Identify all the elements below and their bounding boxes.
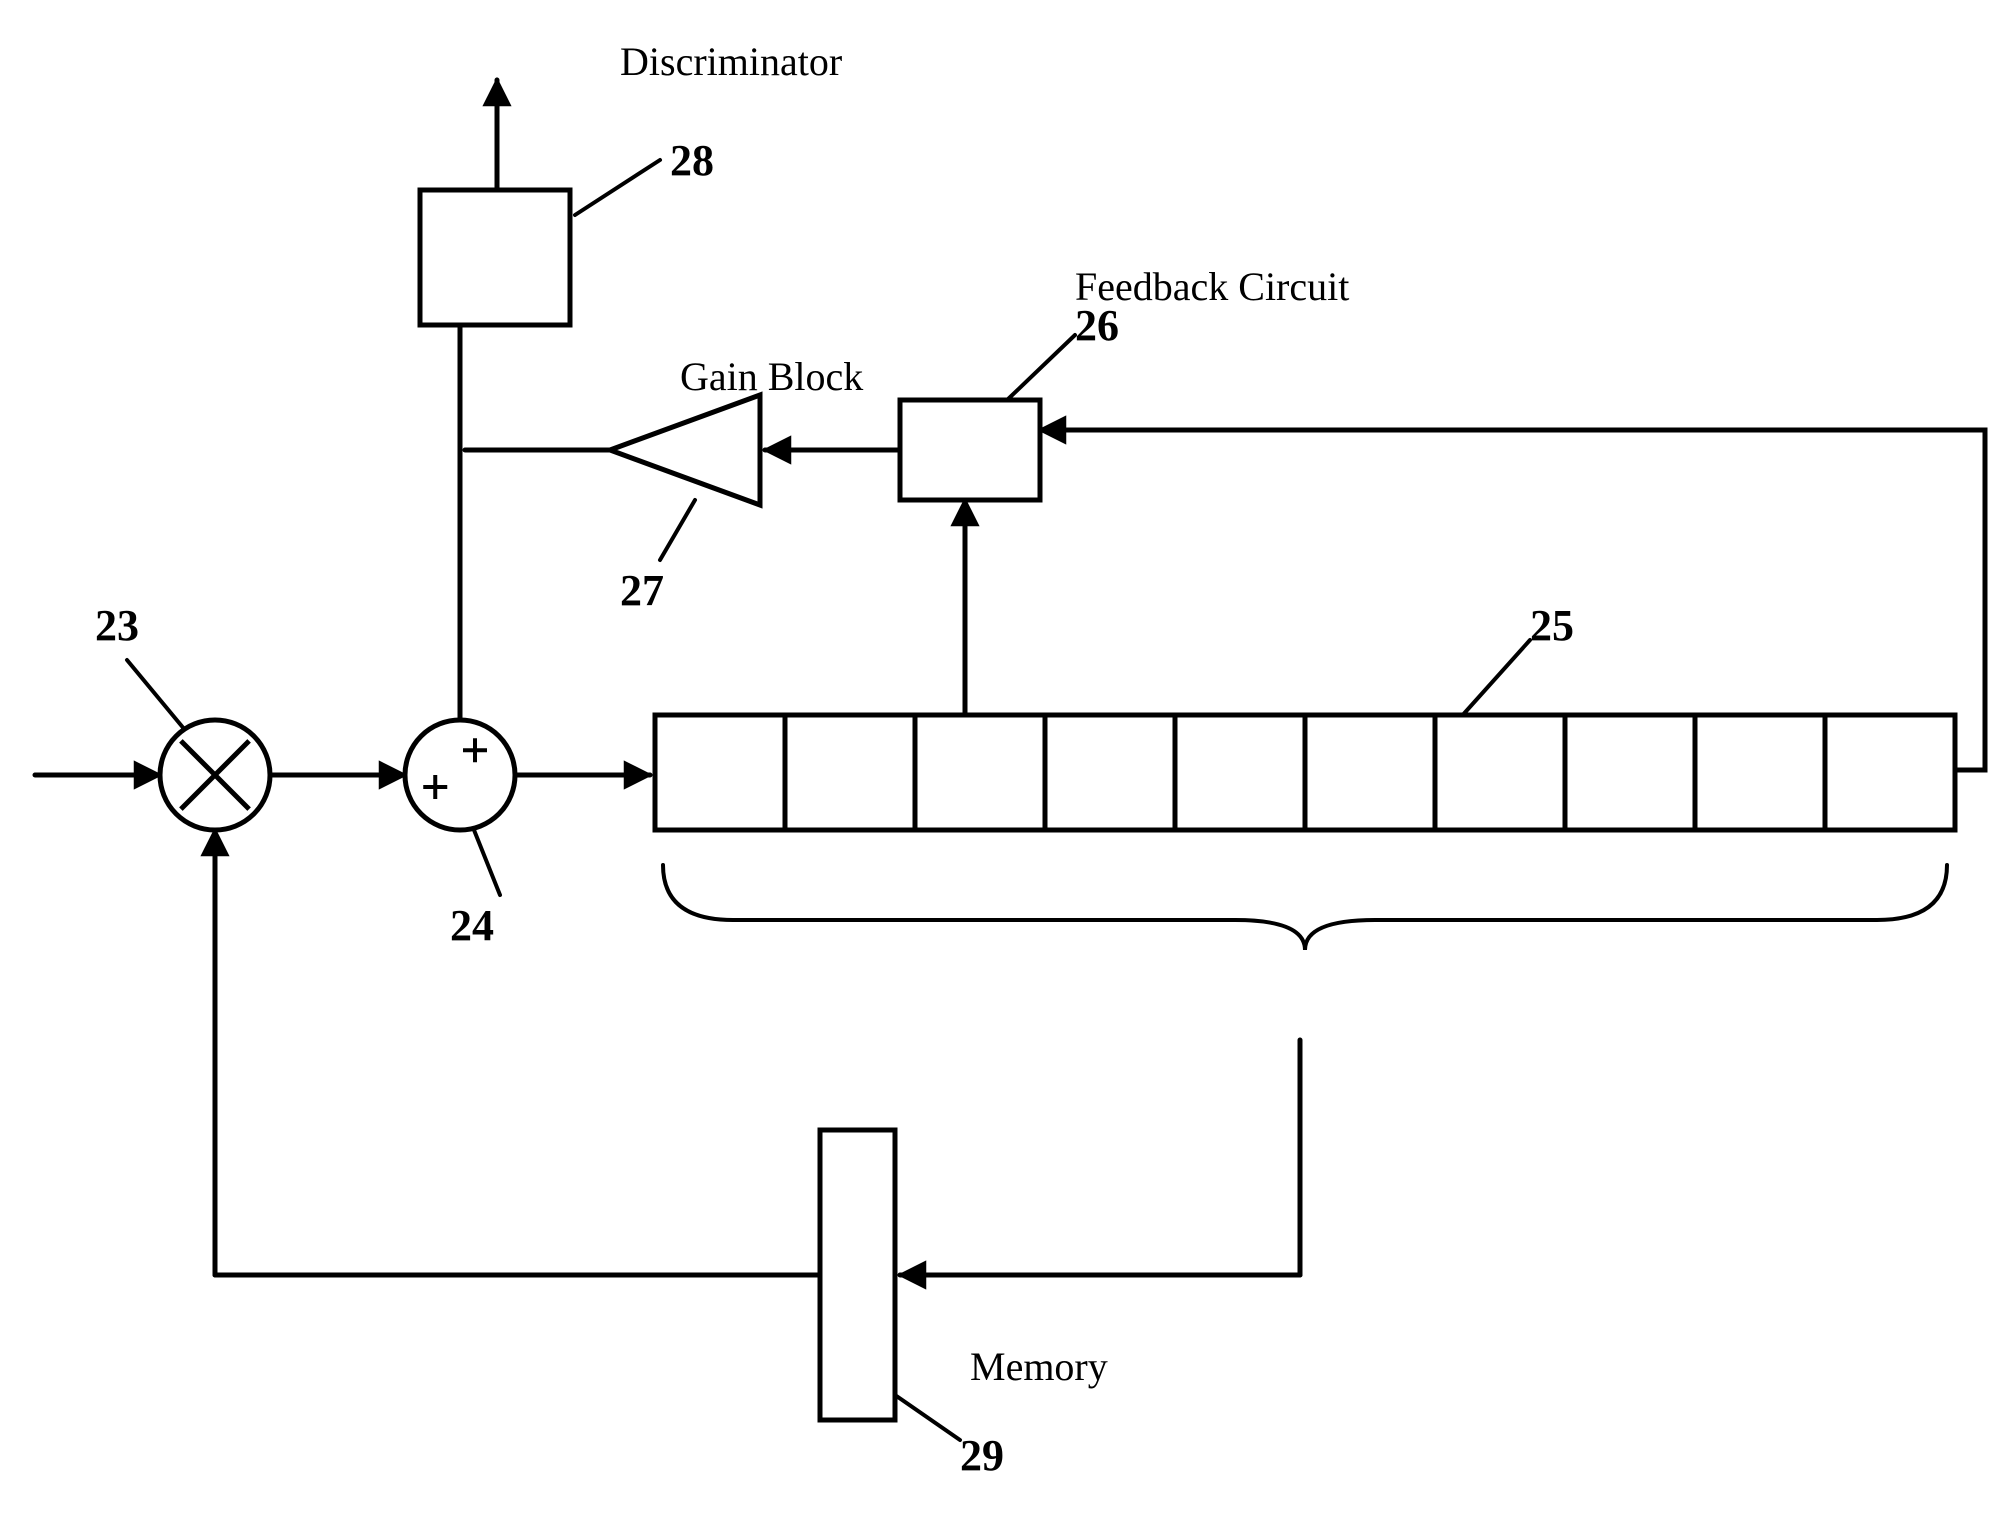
shift-register-cell <box>1045 715 1175 830</box>
edge-lead-23 <box>127 660 185 730</box>
edge-lead-26 <box>1005 335 1075 402</box>
edge-lead-27 <box>660 500 695 560</box>
ref-26: 26 <box>1075 301 1119 350</box>
label-memory: Memory <box>970 1344 1108 1389</box>
feedback-circuit-block <box>900 400 1040 500</box>
ref-24: 24 <box>450 901 494 950</box>
summer-node <box>405 720 515 830</box>
shift-register-cell <box>1565 715 1695 830</box>
shift-register-cell <box>1305 715 1435 830</box>
shift-register-cell <box>1175 715 1305 830</box>
shift-register-cell <box>1695 715 1825 830</box>
shift-register-cell <box>915 715 1045 830</box>
shift-register-cell <box>655 715 785 830</box>
label-gain: Gain Block <box>680 354 863 399</box>
shift-register-cell <box>1825 715 1955 830</box>
shift-register <box>655 715 1955 830</box>
edge-lead-24 <box>470 820 500 895</box>
ref-28: 28 <box>670 136 714 185</box>
edge-lead-28 <box>575 160 660 215</box>
gain-block-amp <box>610 395 760 505</box>
edge-lead-29 <box>895 1395 960 1440</box>
shift-register-brace <box>663 865 1947 950</box>
memory-block <box>820 1130 895 1420</box>
shift-register-cell <box>785 715 915 830</box>
ref-25: 25 <box>1530 601 1574 650</box>
shift-register-cell <box>1435 715 1565 830</box>
ref-23: 23 <box>95 601 139 650</box>
ref-29: 29 <box>960 1431 1004 1480</box>
edge-lead-25 <box>1460 640 1530 718</box>
label-discriminator: Discriminator <box>620 39 842 84</box>
ref-27: 27 <box>620 566 664 615</box>
discriminator-block <box>420 190 570 325</box>
